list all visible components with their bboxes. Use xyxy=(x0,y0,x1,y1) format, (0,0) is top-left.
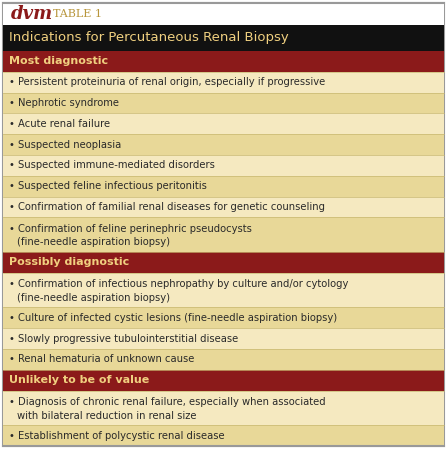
Text: Possibly diagnostic: Possibly diagnostic xyxy=(9,257,129,267)
Bar xyxy=(3,217,444,252)
Bar xyxy=(3,155,444,176)
Text: • Confirmation of feline perinephric pseudocysts: • Confirmation of feline perinephric pse… xyxy=(9,224,252,234)
Text: • Nephrotic syndrome: • Nephrotic syndrome xyxy=(9,98,119,108)
Text: • Persistent proteinuria of renal origin, especially if progressive: • Persistent proteinuria of renal origin… xyxy=(9,77,325,87)
Bar xyxy=(3,425,444,446)
Text: Indications for Percutaneous Renal Biopsy: Indications for Percutaneous Renal Biops… xyxy=(9,31,289,44)
Text: • Suspected neoplasia: • Suspected neoplasia xyxy=(9,140,121,150)
Text: • Culture of infected cystic lesions (fine-needle aspiration biopsy): • Culture of infected cystic lesions (fi… xyxy=(9,313,337,323)
Bar xyxy=(3,308,444,328)
Bar xyxy=(3,92,444,113)
Text: • Suspected feline infectious peritonitis: • Suspected feline infectious peritoniti… xyxy=(9,181,207,191)
Bar xyxy=(3,328,444,349)
Bar xyxy=(3,273,444,308)
Bar xyxy=(3,176,444,197)
Bar xyxy=(3,25,444,51)
Text: dvm: dvm xyxy=(11,5,53,23)
Text: Most diagnostic: Most diagnostic xyxy=(9,57,108,66)
Text: • Confirmation of infectious nephropathy by culture and/or cytology: • Confirmation of infectious nephropathy… xyxy=(9,279,348,289)
Bar xyxy=(3,197,444,217)
Text: TABLE 1: TABLE 1 xyxy=(53,9,102,19)
Text: • Acute renal failure: • Acute renal failure xyxy=(9,119,110,129)
Bar xyxy=(3,370,444,391)
Bar xyxy=(3,72,444,92)
Text: • Slowly progressive tubulointerstitial disease: • Slowly progressive tubulointerstitial … xyxy=(9,334,238,343)
Bar xyxy=(3,252,444,273)
Bar xyxy=(3,134,444,155)
Text: with bilateral reduction in renal size: with bilateral reduction in renal size xyxy=(17,410,197,421)
Text: • Diagnosis of chronic renal failure, especially when associated: • Diagnosis of chronic renal failure, es… xyxy=(9,397,325,407)
Bar xyxy=(3,391,444,425)
Text: (fine-needle aspiration biopsy): (fine-needle aspiration biopsy) xyxy=(17,293,170,303)
Text: • Confirmation of familial renal diseases for genetic counseling: • Confirmation of familial renal disease… xyxy=(9,202,325,212)
Text: Unlikely to be of value: Unlikely to be of value xyxy=(9,375,149,385)
Text: • Establishment of polycystic renal disease: • Establishment of polycystic renal dise… xyxy=(9,431,225,440)
Text: (fine-needle aspiration biopsy): (fine-needle aspiration biopsy) xyxy=(17,237,170,247)
Bar xyxy=(3,3,444,25)
Bar xyxy=(3,113,444,134)
Text: • Renal hematuria of unknown cause: • Renal hematuria of unknown cause xyxy=(9,354,194,365)
Bar xyxy=(3,349,444,370)
Bar xyxy=(3,51,444,72)
Text: • Suspected immune-mediated disorders: • Suspected immune-mediated disorders xyxy=(9,160,215,170)
